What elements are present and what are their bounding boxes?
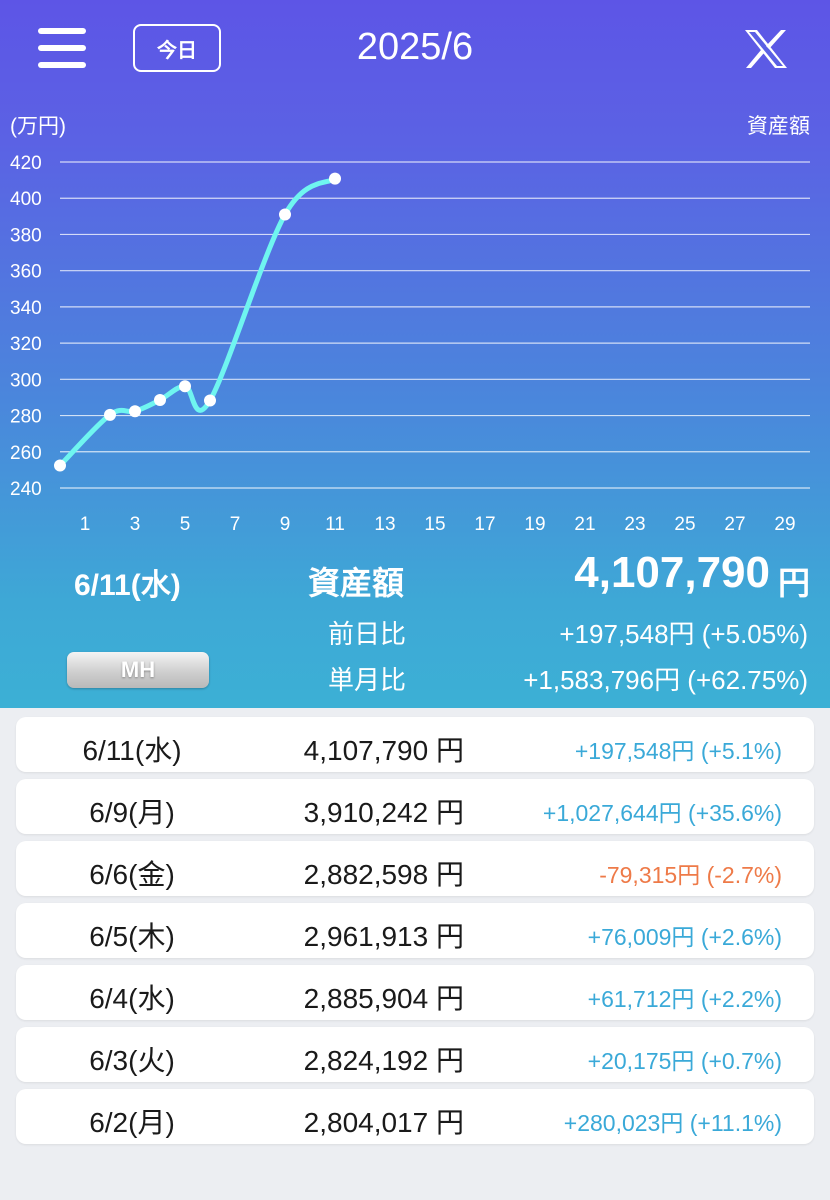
share-x-button[interactable] — [743, 28, 789, 70]
x-tick-label: 29 — [774, 514, 795, 535]
month-title: 2025/6 — [356, 26, 474, 68]
row-change: -79,315円 (-2.7%) — [599, 862, 782, 888]
y-axis-unit-label: (万円) — [10, 115, 66, 138]
row-date: 6/2(月) — [89, 1107, 175, 1138]
y-tick-label: 280 — [10, 407, 42, 428]
chart-grid — [60, 161, 810, 489]
history-row[interactable]: 6/5(木) 2,961,913 円 +76,009円 (+2.6%) — [16, 903, 814, 958]
data-point — [179, 380, 191, 393]
summary-date: 6/11(水) — [74, 569, 181, 602]
y-tick-label: 420 — [10, 153, 42, 174]
summary-label: 資産額 — [308, 565, 405, 601]
header-panel: 今日 2025/6 (万円) 資産額 240 260 280 300 320 340 360… — [0, 0, 830, 708]
series-label: 資産額 — [747, 115, 810, 138]
row-amount: 2,885,904 円 — [303, 983, 464, 1014]
y-tick-label: 240 — [10, 479, 42, 500]
data-point — [204, 394, 216, 407]
month-change-label: 単月比 — [328, 665, 407, 695]
summary-value: 4,107,790 — [574, 548, 770, 597]
x-axis-ticks: 1 3 5 7 9 11 13 15 17 19 21 23 25 27 29 — [80, 514, 796, 535]
y-tick-label: 260 — [10, 443, 42, 464]
hamburger-line — [38, 45, 86, 51]
row-amount: 4,107,790 円 — [303, 735, 464, 766]
today-button[interactable]: 今日 — [133, 24, 221, 72]
row-date: 6/6(金) — [89, 859, 175, 890]
y-tick-label: 340 — [10, 298, 42, 319]
data-point — [154, 393, 166, 406]
history-row[interactable]: 6/3(火) 2,824,192 円 +20,175円 (+0.7%) — [16, 1027, 814, 1082]
month-change-value: +1,583,796円 (+62.75%) — [523, 665, 808, 695]
x-tick-label: 25 — [674, 514, 695, 535]
data-point — [329, 172, 341, 185]
row-date: 6/9(月) — [89, 797, 175, 828]
hamburger-line — [38, 62, 86, 68]
history-row[interactable]: 6/4(水) 2,885,904 円 +61,712円 (+2.2%) — [16, 965, 814, 1020]
mh-button[interactable]: MH — [67, 652, 209, 688]
x-tick-label: 19 — [524, 514, 545, 535]
x-tick-label: 1 — [80, 514, 91, 535]
row-amount: 2,882,598 円 — [303, 859, 464, 890]
row-date: 6/5(木) — [89, 921, 175, 952]
y-tick-label: 400 — [10, 189, 42, 210]
summary-yen: 円 — [777, 565, 810, 601]
row-change: +61,712円 (+2.2%) — [587, 986, 782, 1012]
data-point — [104, 408, 116, 421]
menu-button[interactable] — [38, 28, 86, 68]
x-tick-label: 27 — [724, 514, 745, 535]
prev-day-value: +197,548円 (+5.05%) — [559, 619, 808, 649]
x-tick-label: 9 — [280, 514, 291, 535]
asset-line — [57, 176, 338, 469]
y-tick-label: 360 — [10, 262, 42, 283]
row-change: +280,023円 (+11.1%) — [563, 1110, 782, 1136]
history-row[interactable]: 6/2(月) 2,804,017 円 +280,023円 (+11.1%) — [16, 1089, 814, 1144]
prev-day-label: 前日比 — [328, 619, 407, 649]
y-axis-ticks: 240 260 280 300 320 340 360 380 400 420 — [10, 153, 42, 500]
row-change: +197,548円 (+5.1%) — [574, 738, 782, 764]
history-row[interactable]: 6/9(月) 3,910,242 円 +1,027,644円 (+35.6%) — [16, 779, 814, 834]
data-point — [54, 459, 66, 472]
x-tick-label: 17 — [474, 514, 495, 535]
x-tick-label: 21 — [574, 514, 595, 535]
row-change: +1,027,644円 (+35.6%) — [542, 800, 782, 826]
hamburger-menu-icon — [38, 28, 86, 34]
y-tick-label: 320 — [10, 334, 42, 355]
row-amount: 2,804,017 円 — [303, 1107, 464, 1138]
data-point — [279, 208, 291, 221]
row-date: 6/3(火) — [89, 1045, 175, 1076]
history-row[interactable]: 6/6(金) 2,882,598 円 -79,315円 (-2.7%) — [16, 841, 814, 896]
data-point — [129, 405, 141, 418]
x-tick-label: 23 — [624, 514, 645, 535]
x-tick-label: 3 — [130, 514, 141, 535]
row-amount: 2,824,192 円 — [303, 1045, 464, 1076]
x-tick-label: 13 — [374, 514, 395, 535]
history-row[interactable]: 6/11(水) 4,107,790 円 +197,548円 (+5.1%) — [16, 717, 814, 772]
x-tick-label: 11 — [325, 514, 345, 535]
x-tick-label: 7 — [230, 514, 241, 535]
y-tick-label: 300 — [10, 370, 42, 391]
row-change: +76,009円 (+2.6%) — [587, 924, 782, 950]
x-tick-label: 15 — [424, 514, 445, 535]
asset-chart: (万円) 資産額 240260280300320340360380400420 … — [10, 115, 810, 535]
row-amount: 3,910,242 円 — [303, 797, 464, 828]
x-tick-label: 5 — [180, 514, 191, 535]
row-date: 6/11(水) — [82, 735, 182, 766]
data-points — [54, 172, 341, 472]
row-date: 6/4(水) — [89, 983, 175, 1014]
row-change: +20,175円 (+0.7%) — [587, 1048, 782, 1074]
x-logo-icon — [745, 30, 787, 68]
y-tick-label: 380 — [10, 225, 42, 246]
row-amount: 2,961,913 円 — [303, 921, 464, 952]
